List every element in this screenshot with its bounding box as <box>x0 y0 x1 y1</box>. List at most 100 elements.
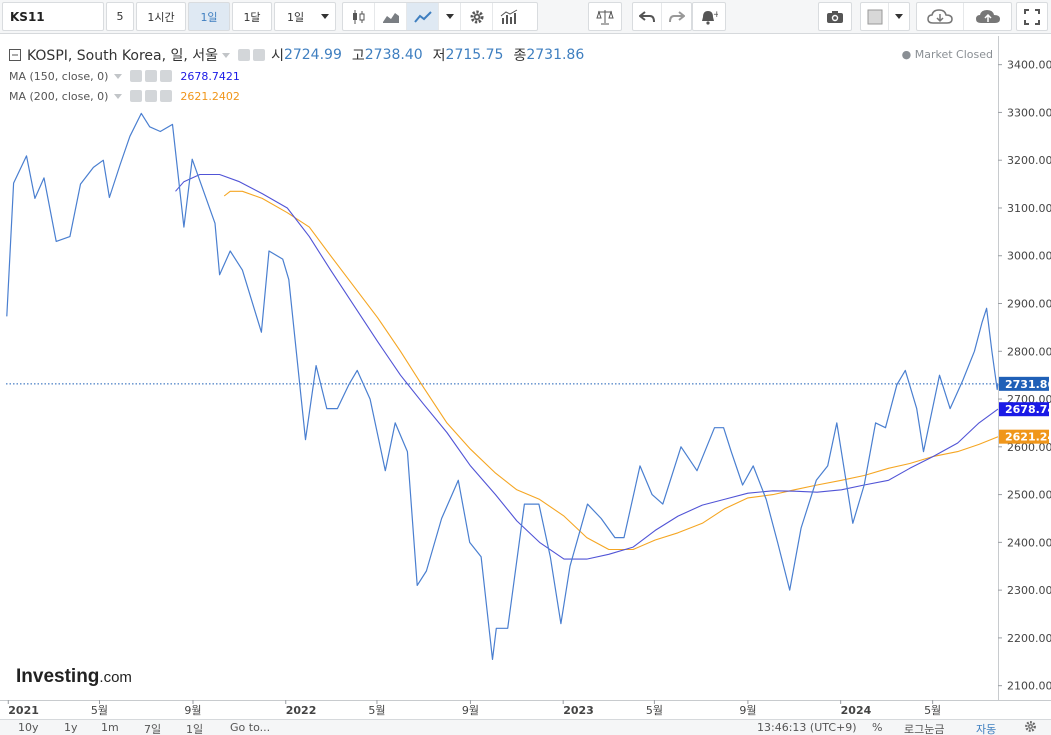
chevron-down-icon[interactable] <box>114 93 123 99</box>
eye-icon[interactable] <box>238 49 251 61</box>
chart-type-group <box>342 2 538 31</box>
bottom-toolbar: 10y 1y 1m 7일 1일 Go to... 13:46:13 (UTC+9… <box>0 719 1051 735</box>
candles-icon[interactable] <box>343 3 375 30</box>
ma200-value: 2621.2402 <box>180 89 240 103</box>
color-square-icon[interactable] <box>861 3 889 30</box>
range-1y-button[interactable]: 1y <box>64 721 78 734</box>
gear-icon[interactable] <box>253 49 266 61</box>
settings-icon[interactable] <box>461 3 493 30</box>
indicators-icon[interactable] <box>493 3 525 30</box>
chevron-down-icon <box>895 14 903 19</box>
range-1m-button[interactable]: 1m <box>101 721 119 734</box>
cloud-download-icon[interactable] <box>917 3 964 30</box>
legend-ma150-row: MA (150, close, 0) 2678.7421 <box>9 68 240 84</box>
ma200-series-line <box>223 190 999 551</box>
range-10y-button[interactable]: 10y <box>18 721 39 734</box>
area-chart-icon[interactable] <box>375 3 407 30</box>
close-icon[interactable] <box>160 70 173 82</box>
interval-1month-button[interactable]: 1달 <box>232 2 272 31</box>
eye-icon[interactable] <box>130 90 143 102</box>
alert-icon[interactable]: + <box>693 3 725 30</box>
collapse-icon[interactable] <box>9 49 21 61</box>
close-label: 종 <box>513 48 527 64</box>
close-value: 2731.86 <box>526 47 585 63</box>
ma150-value: 2678.7421 <box>180 69 240 83</box>
ma200-label: MA (200, close, 0) <box>9 89 109 103</box>
chevron-down-icon <box>445 14 454 19</box>
x-tick-label: 5월 <box>368 704 385 717</box>
x-tick-label: 9월 <box>184 704 201 717</box>
color-group <box>860 2 910 31</box>
compare-group <box>588 2 622 31</box>
symbol-input[interactable]: KS11 <box>2 2 104 31</box>
high-label: 고 <box>351 48 365 64</box>
percent-scale-button[interactable]: % <box>872 721 883 734</box>
x-tick-label: 5월 <box>924 704 941 717</box>
range-7d-button[interactable]: 7일 <box>144 723 162 735</box>
y-tick-label: 3400.00 <box>1007 59 1051 72</box>
open-value: 2724.99 <box>283 47 342 63</box>
close-icon[interactable] <box>160 90 173 102</box>
interval-label: 1시간 <box>147 10 175 24</box>
legend-main-row: KOSPI, South Korea, 일, 서울 시 2724.99 고 2738… <box>9 44 584 66</box>
camera-icon[interactable] <box>819 3 851 30</box>
y-tick-label: 2800.00 <box>1007 345 1051 358</box>
clock-text: 13:46:13 (UTC+9) <box>757 721 857 734</box>
market-status-text: Market Closed <box>914 48 993 61</box>
y-tick-label: 3300.00 <box>1007 106 1051 119</box>
snapshot-group <box>818 2 852 31</box>
redo-icon[interactable] <box>662 3 691 30</box>
range-1d-button[interactable]: 1일 <box>186 723 204 735</box>
x-tick-label: 2023 <box>563 704 594 717</box>
fullscreen-icon[interactable] <box>1017 3 1047 30</box>
symbol-text: KS11 <box>10 9 45 24</box>
gear-icon[interactable] <box>145 90 158 102</box>
legend-title: KOSPI, South Korea, 일, 서울 <box>27 48 219 64</box>
history-group <box>632 2 692 31</box>
legend-ma200-row: MA (200, close, 0) 2621.2402 <box>9 88 240 104</box>
log-scale-button[interactable]: 로그눈금 <box>904 723 945 735</box>
cloud-upload-icon[interactable] <box>964 3 1011 30</box>
x-tick-label: 2024 <box>841 704 872 717</box>
eye-icon[interactable] <box>130 70 143 82</box>
cloud-group <box>916 2 1012 31</box>
interval-label: 1일 <box>287 10 305 24</box>
price-price-label: 2731.86 <box>1005 378 1051 391</box>
x-tick-label: 9월 <box>739 704 756 717</box>
interval-label: 1달 <box>243 10 261 24</box>
interval-label: 1일 <box>200 10 218 24</box>
interval-5-button[interactable]: 5 <box>106 2 134 31</box>
gear-icon[interactable] <box>1024 720 1037 733</box>
balance-icon[interactable] <box>589 3 621 30</box>
interval-label: 5 <box>116 10 124 23</box>
chart-type-dropdown[interactable] <box>439 3 461 30</box>
y-tick-label: 2200.00 <box>1007 632 1051 645</box>
ma150-price-label-box <box>999 402 1049 417</box>
price-chart[interactable]: 2100.00 2200.00 2300.00 2400.00 2500.00 2600.… <box>0 36 1051 720</box>
y-tick-label: 2300.00 <box>1007 584 1051 597</box>
line-chart-icon[interactable] <box>407 3 439 30</box>
color-dropdown[interactable] <box>889 3 909 30</box>
undo-icon[interactable] <box>633 3 662 30</box>
chart-toolbar: KS11 5 1시간 1일 1달 1일 <box>0 0 1051 34</box>
goto-button[interactable]: Go to... <box>230 721 271 734</box>
y-tick-label: 2900.00 <box>1007 298 1051 311</box>
interval-1hour-button[interactable]: 1시간 <box>136 2 186 31</box>
alert-group: + <box>692 2 726 31</box>
chevron-down-icon[interactable] <box>114 73 123 79</box>
interval-1day-button[interactable]: 1일 <box>188 2 230 31</box>
low-label: 저 <box>432 48 446 64</box>
ma150-price-label: 2678.74 <box>1005 403 1051 416</box>
price-price-label-box <box>999 376 1049 391</box>
x-tick-label: 9월 <box>462 704 479 717</box>
auto-scale-button[interactable]: 자동 <box>976 723 997 735</box>
x-tick-label: 5월 <box>91 704 108 717</box>
chevron-down-icon <box>321 14 329 19</box>
price-series-line <box>6 112 999 661</box>
investing-logo-text: Investing <box>16 666 99 687</box>
gear-icon[interactable] <box>145 70 158 82</box>
interval-dropdown[interactable]: 1일 <box>274 2 336 31</box>
chevron-down-icon[interactable] <box>222 52 231 58</box>
svg-text:+: + <box>713 10 718 20</box>
market-status: ● Market Closed <box>901 48 993 61</box>
